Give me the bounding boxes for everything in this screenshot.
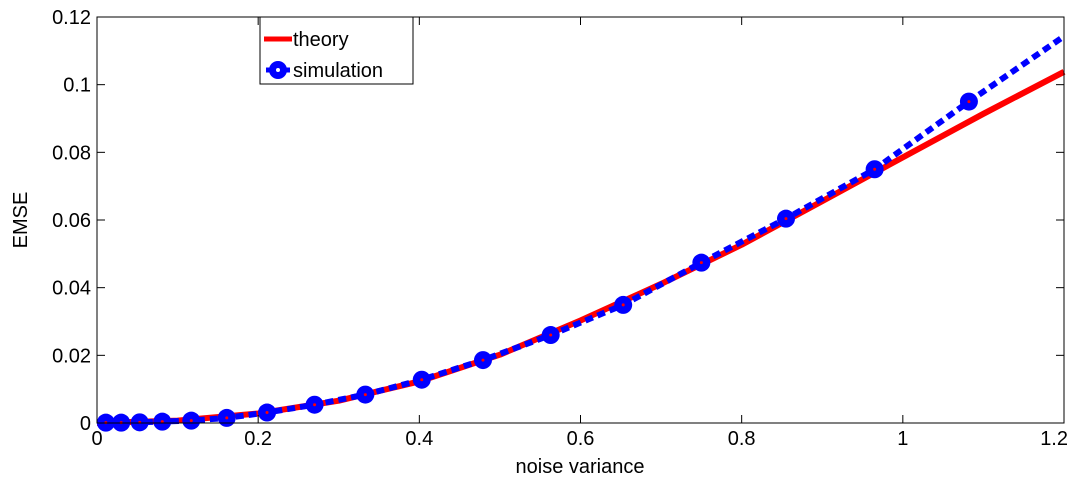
data-point-center-simulation — [225, 416, 229, 420]
data-point-center-simulation — [549, 333, 553, 337]
data-point-center-simulation — [481, 358, 485, 362]
x-tick-label: 0 — [91, 428, 102, 450]
data-point-center-simulation — [265, 411, 269, 415]
data-point-center-simulation — [784, 217, 788, 221]
legend: theory simulation — [259, 16, 414, 85]
y-tick-label: 0.02 — [52, 345, 91, 367]
x-tick-label: 1 — [897, 428, 908, 450]
y-tick-label: 0.1 — [63, 75, 91, 97]
data-point-center-simulation — [873, 167, 877, 171]
legend-simulation-marker-center — [276, 68, 280, 72]
x-tick-label: 0.2 — [244, 428, 272, 450]
data-point-center-simulation — [160, 420, 164, 424]
x-tick-label: 0.6 — [567, 428, 595, 450]
y-tick-label: 0 — [80, 413, 91, 435]
y-axis-label: EMSE — [10, 192, 32, 249]
y-tick-label: 0.12 — [52, 7, 91, 29]
y-tick-label: 0.04 — [52, 278, 91, 300]
x-axis-label: noise variance — [516, 456, 645, 478]
data-point-center-simulation — [967, 100, 971, 104]
y-tick-label: 0.08 — [52, 142, 91, 164]
data-point-center-simulation — [621, 303, 625, 307]
data-point-center-simulation — [699, 261, 703, 265]
plot-area-background — [97, 17, 1064, 423]
data-point-center-simulation — [313, 403, 317, 407]
data-point-center-simulation — [363, 393, 367, 397]
x-tick-label: 0.8 — [728, 428, 756, 450]
data-point-center-simulation — [420, 378, 424, 382]
x-tick-label: 1.2 — [1040, 428, 1068, 450]
legend-theory-label: theory — [293, 29, 349, 51]
y-tick-label: 0.06 — [52, 210, 91, 232]
x-tick-label: 0.4 — [405, 428, 433, 450]
data-point-center-simulation — [189, 419, 193, 423]
legend-simulation-label: simulation — [293, 60, 383, 82]
